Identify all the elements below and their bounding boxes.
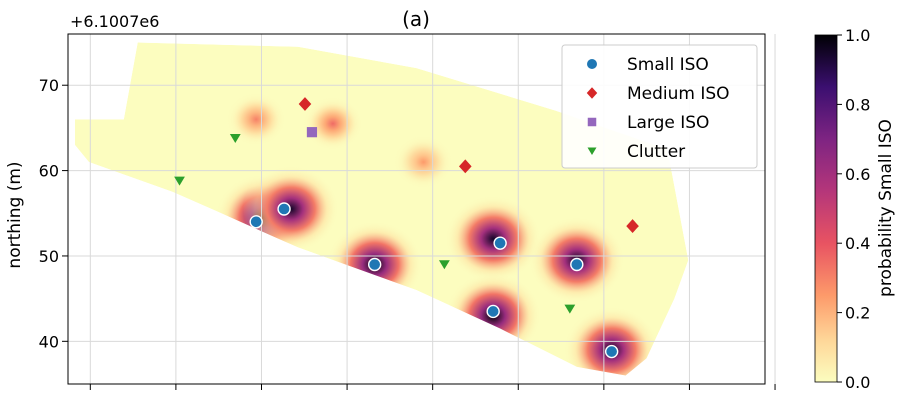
colorbar-tick-label: 1.0: [845, 26, 870, 45]
markers: [174, 97, 639, 359]
y-tick-label: 70: [39, 76, 59, 95]
legend-marker: [587, 117, 597, 127]
small-iso-marker: [249, 215, 263, 229]
small-iso-marker: [486, 304, 500, 319]
colorbar-tick-label: 0.0: [845, 373, 870, 392]
chart-title: (a): [402, 7, 430, 31]
colorbar: 0.0 0.2 0.4 0.6 0.8 1.0 probability Small ISO: [814, 26, 896, 392]
medium-iso-marker: [458, 159, 472, 174]
grid: [68, 34, 776, 384]
y-tick-label: 50: [39, 247, 59, 266]
small-iso-marker: [570, 257, 584, 272]
small-iso-marker: [604, 344, 619, 359]
heatmap-peak: [243, 165, 340, 253]
y-tick-label: 40: [39, 332, 59, 351]
medium-iso-marker: [626, 219, 639, 233]
clutter-marker: [438, 260, 450, 270]
clutter-marker: [174, 176, 185, 186]
y-ticks: 40 50 60 70: [39, 76, 68, 351]
small-iso-marker: [493, 236, 507, 250]
large-iso-marker: [306, 127, 318, 138]
legend-box: [561, 44, 758, 169]
heatmap-peak: [302, 96, 363, 151]
legend-marker: [587, 59, 597, 69]
legend-label: Clutter: [627, 142, 685, 162]
clutter-marker: [229, 133, 241, 143]
colorbar-tick-label: 0.4: [845, 234, 870, 253]
colorbar-tick-label: 0.6: [845, 165, 870, 184]
y-tick-label: 60: [39, 162, 59, 181]
heatmap-peak: [393, 135, 454, 190]
medium-iso-marker: [298, 97, 312, 111]
y-axis-label: northing (m): [5, 161, 25, 268]
legend: Small ISO Medium ISO Large ISO Clutter: [561, 44, 758, 169]
colorbar-label: probability Small ISO: [876, 119, 896, 297]
x-ticks: [89, 384, 776, 390]
legend-label: Medium ISO: [627, 84, 730, 104]
clutter-marker: [564, 304, 576, 314]
axis-offset-label: +6.1007e6: [70, 12, 159, 31]
legend-label: Large ISO: [627, 113, 709, 133]
heatmap-peak: [445, 195, 542, 283]
legend-marker: [586, 87, 598, 99]
heatmap-peak: [226, 92, 287, 147]
small-iso-marker: [367, 257, 382, 272]
legend-marker: [587, 147, 597, 155]
small-iso-marker: [277, 202, 291, 216]
plot-frame: [67, 33, 766, 385]
colorbar-gradient: [814, 34, 838, 383]
legend-label: Small ISO: [627, 55, 709, 75]
colorbar-tick-label: 0.8: [845, 95, 870, 114]
colorbar-tick-label: 0.2: [845, 304, 870, 323]
